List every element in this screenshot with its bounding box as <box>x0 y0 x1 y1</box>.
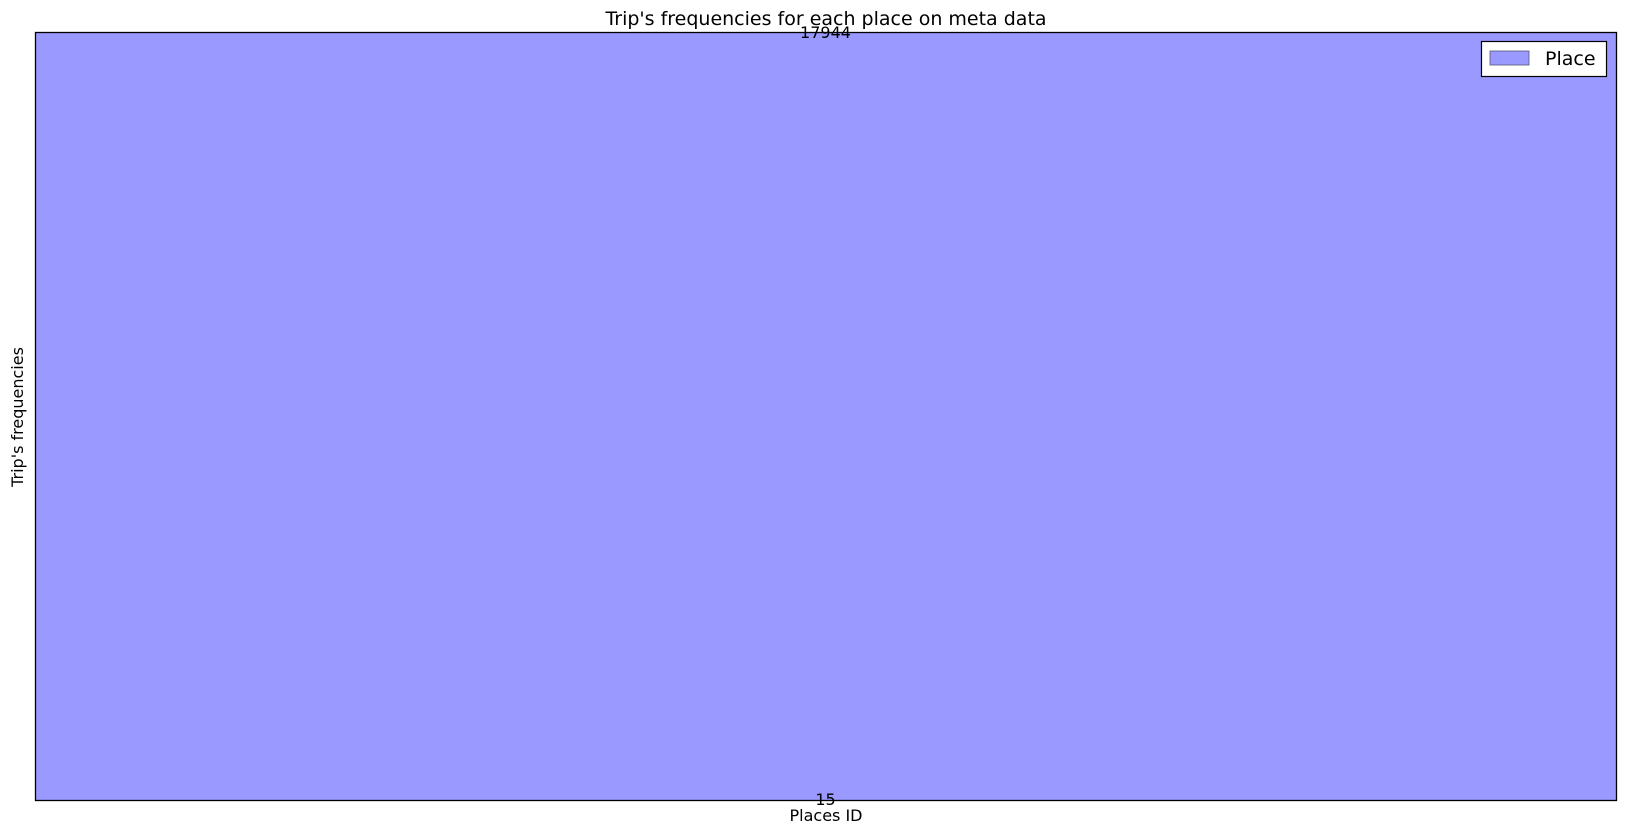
legend-swatch-place <box>1489 50 1530 66</box>
x-axis-label: Places ID <box>790 806 863 825</box>
plot-frame <box>34 31 1618 802</box>
y-axis-label: Trip's frequencies <box>8 347 27 488</box>
chart-title: Trip's frequencies for each place on met… <box>604 8 1046 30</box>
legend: Place <box>1480 40 1608 78</box>
legend-label-place: Place <box>1545 48 1596 70</box>
bar-15 <box>35 33 1616 800</box>
x-tick-label-15: 15 <box>815 790 835 809</box>
